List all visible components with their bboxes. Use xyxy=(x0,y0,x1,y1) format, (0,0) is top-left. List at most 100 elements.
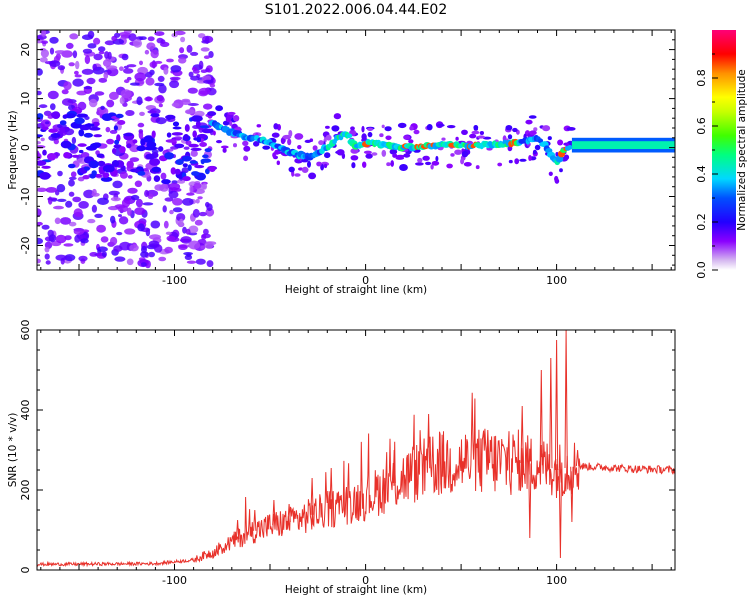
spectrogram-halo-blob xyxy=(256,124,262,128)
spectrogram-x-ticks: -100 0 100 xyxy=(40,30,672,287)
spectrogram-halo-blob xyxy=(294,133,304,140)
spectrogram-halo-blob xyxy=(554,175,559,183)
spectrogram-band-blob xyxy=(84,123,95,127)
spectrogram-noise-blob xyxy=(68,179,75,187)
spectrogram-halo-blob xyxy=(333,113,342,120)
spectrogram-noise-blob xyxy=(156,94,164,102)
spectrogram-noise-blob xyxy=(116,231,123,236)
colorbar-tick-label: 0.0 xyxy=(695,261,708,279)
spectrogram-band-blob xyxy=(195,120,201,129)
spectrogram-band-blob xyxy=(63,152,71,159)
spectrogram-noise-blob xyxy=(68,176,77,180)
spectrogram-noise-blob xyxy=(56,198,67,202)
spectrogram-halo-blob xyxy=(497,162,503,167)
spectrogram-halo-blob xyxy=(384,126,392,132)
spectrogram-halo-blob xyxy=(403,135,411,140)
spectrogram-band-blob xyxy=(45,121,50,125)
snr-panel: -100 0 100 0 200 400 600 Height of straight l… xyxy=(7,320,676,596)
spectrogram-halo-blob xyxy=(528,115,537,119)
spectrogram-band-blob xyxy=(50,133,61,138)
spectrogram-band-blob xyxy=(93,134,102,138)
spectrogram-halo-blob xyxy=(273,123,279,130)
spectrogram-band-blob xyxy=(174,168,181,175)
spectrogram-band-blob xyxy=(83,132,94,138)
spectrogram-noise-blob xyxy=(100,105,105,110)
spectrogram-noise-blob xyxy=(92,188,97,196)
spectrogram-noise-blob xyxy=(41,30,47,37)
spectrogram-noise-blob xyxy=(77,101,87,111)
snr-series-line xyxy=(37,392,675,568)
spectrogram-halo-blob xyxy=(533,127,538,132)
spectrogram-noise-blob xyxy=(195,258,206,265)
spectrogram-halo-blob xyxy=(365,153,373,159)
spectrogram-noise-blob xyxy=(188,71,194,78)
spectrogram-noise-blob xyxy=(186,44,193,53)
spectrogram-noise-blob xyxy=(203,55,210,59)
spectrogram-noise-blob xyxy=(53,205,64,210)
spectrogram-noise-blob xyxy=(97,197,109,205)
spectrogram-halo-blob xyxy=(304,139,312,143)
spectrogram-halo-blob xyxy=(471,130,480,135)
spectrogram-band-blob xyxy=(146,141,157,149)
snr-spike xyxy=(235,519,240,540)
snr-spike xyxy=(528,463,532,539)
spectrogram-halo-blob xyxy=(431,160,440,166)
spectrogram-noise-blob xyxy=(158,84,167,94)
spectrogram-noise-blob xyxy=(119,97,125,105)
spectrogram-noise-blob xyxy=(158,256,167,262)
spectrogram-noise-blob xyxy=(203,228,209,235)
spectrogram-noise-blob xyxy=(38,104,48,109)
spectrogram-band-blob xyxy=(82,175,90,180)
spectrogram-noise-blob xyxy=(203,79,214,84)
spectrogram-noise-blob xyxy=(82,48,93,54)
spectrogram-halo-blob xyxy=(473,125,479,130)
spectrogram-band-blob xyxy=(189,160,198,164)
spectrogram-band-blob xyxy=(89,173,96,179)
spectrogram-x-axis-label: Height of straight line (km) xyxy=(285,284,427,296)
spectrogram-noise-blob xyxy=(87,43,97,49)
spectrogram-halo-blob xyxy=(547,136,552,141)
spectrogram-noise-blob xyxy=(203,103,213,110)
spectrogram-noise-blob xyxy=(142,202,154,206)
spectrogram-halo-blob xyxy=(361,125,365,133)
spectrogram-halo-blob xyxy=(399,164,408,171)
spectrogram-halo-blob xyxy=(397,122,407,129)
spectrogram-noise-blob xyxy=(205,201,210,208)
spectrogram-noise-blob xyxy=(179,47,185,54)
spectrogram-halo-blob xyxy=(325,134,332,141)
spectrogram-band-blob xyxy=(194,165,205,169)
colorbar-ticks: 0.0 0.2 0.4 0.6 0.8 xyxy=(695,53,718,279)
spectrogram-noise-blob xyxy=(98,51,105,55)
spectrogram-y-axis-label: Frequency (Hz) xyxy=(7,110,19,189)
spectrogram-halo-blob xyxy=(367,127,374,131)
spectrogram-band-blob xyxy=(37,134,43,138)
spectrogram-noise-blob xyxy=(54,50,66,55)
spectrogram-x-tick-label: 100 xyxy=(546,274,567,287)
spectrogram-halo-blob xyxy=(386,162,391,167)
spectrogram-noise-blob xyxy=(150,220,161,229)
spectrogram-halo-blob xyxy=(519,158,527,162)
snr-spike xyxy=(329,467,333,509)
spectrogram-noise-blob xyxy=(37,237,43,245)
spectrogram-halo-blob xyxy=(308,172,317,180)
spectrogram-noise-blob xyxy=(185,228,191,235)
spectrogram-noise-blob xyxy=(206,260,214,268)
spectrogram-noise-blob xyxy=(173,136,183,141)
spectrogram-y-tick-label: 20 xyxy=(19,43,32,57)
snr-spike xyxy=(287,503,291,523)
spectrogram-noise-blob xyxy=(109,129,118,134)
spectrogram-noise-blob xyxy=(139,111,145,116)
spectrogram-frame xyxy=(36,29,676,271)
spectrogram-halo-blob xyxy=(207,111,217,117)
spectrogram-noise-blob xyxy=(57,170,63,177)
spectrogram-halo-blob xyxy=(294,173,301,177)
spectrogram-halo-blob xyxy=(381,124,385,129)
spectrogram-noise-blob xyxy=(172,198,183,206)
spectrogram-noise-blob xyxy=(126,64,137,68)
spectrogram-halo-blob xyxy=(307,160,311,168)
spectrogram-halo-blob xyxy=(389,148,398,155)
spectrogram-noise-blob xyxy=(124,197,132,201)
spectrogram-noise-blob xyxy=(78,255,88,262)
spectrogram-halo-blob xyxy=(424,155,430,161)
spectrogram-noise-blob xyxy=(164,246,173,254)
